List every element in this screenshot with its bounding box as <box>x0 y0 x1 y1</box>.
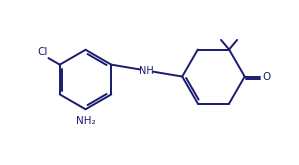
Text: Cl: Cl <box>37 47 47 57</box>
Text: O: O <box>262 72 270 82</box>
Text: NH₂: NH₂ <box>76 116 95 126</box>
Text: NH: NH <box>139 66 154 76</box>
